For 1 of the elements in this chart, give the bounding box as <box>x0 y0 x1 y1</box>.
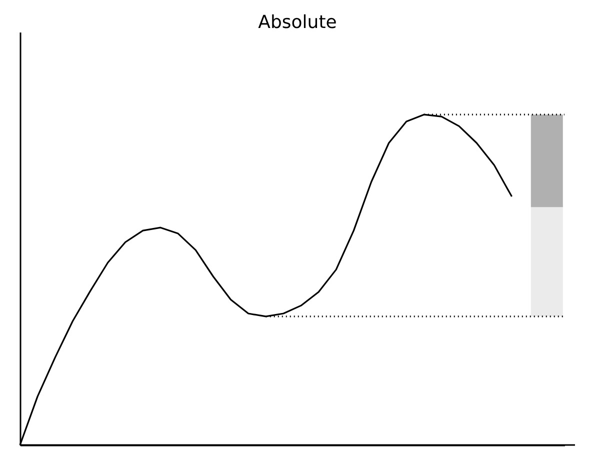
chart-title: Absolute <box>258 12 337 33</box>
